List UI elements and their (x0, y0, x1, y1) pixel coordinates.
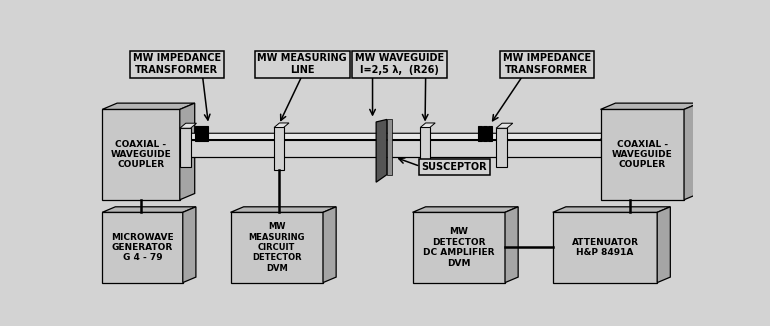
Polygon shape (204, 126, 209, 141)
Polygon shape (102, 103, 195, 110)
Polygon shape (180, 128, 190, 167)
Text: COAXIAL -
WAVEGUIDE
COUPLER: COAXIAL - WAVEGUIDE COUPLER (111, 140, 172, 170)
Text: ATTENUATOR
H&P 8491A: ATTENUATOR H&P 8491A (571, 238, 638, 257)
Polygon shape (420, 127, 430, 170)
Polygon shape (505, 207, 518, 283)
Polygon shape (185, 140, 601, 157)
Polygon shape (478, 126, 482, 141)
Polygon shape (387, 119, 392, 175)
Text: COAXIAL -
WAVEGUIDE
COUPLER: COAXIAL - WAVEGUIDE COUPLER (612, 140, 673, 170)
Polygon shape (601, 110, 684, 200)
Polygon shape (180, 103, 195, 200)
Text: MW MEASURING
LINE: MW MEASURING LINE (257, 53, 347, 75)
Polygon shape (496, 128, 507, 167)
Polygon shape (376, 119, 387, 182)
Text: MW
MEASURING
CIRCUIT
DETECTOR
DVM: MW MEASURING CIRCUIT DETECTOR DVM (249, 222, 305, 273)
Text: MW IMPEDANCE
TRANSFORMER: MW IMPEDANCE TRANSFORMER (132, 53, 221, 75)
Polygon shape (182, 207, 196, 283)
Text: MW IMPEDANCE
TRANSFORMER: MW IMPEDANCE TRANSFORMER (503, 53, 591, 75)
Text: MICROWAVE
GENERATOR
G 4 - 79: MICROWAVE GENERATOR G 4 - 79 (111, 232, 174, 262)
Text: SUSCEPTOR: SUSCEPTOR (421, 162, 487, 172)
Polygon shape (496, 123, 513, 128)
Polygon shape (274, 127, 283, 170)
Polygon shape (102, 110, 180, 200)
Polygon shape (553, 207, 671, 212)
Polygon shape (483, 126, 487, 141)
Polygon shape (230, 207, 336, 212)
Polygon shape (102, 207, 196, 212)
Polygon shape (601, 103, 699, 110)
Polygon shape (487, 126, 492, 141)
Polygon shape (199, 126, 203, 141)
Polygon shape (323, 207, 336, 283)
Text: MW WAVEGUIDE
l=2,5 λ,  (R26): MW WAVEGUIDE l=2,5 λ, (R26) (355, 53, 444, 75)
Polygon shape (420, 123, 435, 127)
Polygon shape (684, 103, 699, 200)
Polygon shape (274, 123, 289, 127)
Polygon shape (102, 212, 182, 283)
Polygon shape (195, 126, 199, 141)
Polygon shape (553, 212, 657, 283)
Polygon shape (657, 207, 671, 283)
Polygon shape (413, 207, 518, 212)
Polygon shape (180, 123, 196, 128)
Polygon shape (185, 133, 605, 140)
Text: MW
DETECTOR
DC AMPLIFIER
DVM: MW DETECTOR DC AMPLIFIER DVM (423, 227, 494, 268)
Polygon shape (413, 212, 505, 283)
Polygon shape (230, 212, 323, 283)
